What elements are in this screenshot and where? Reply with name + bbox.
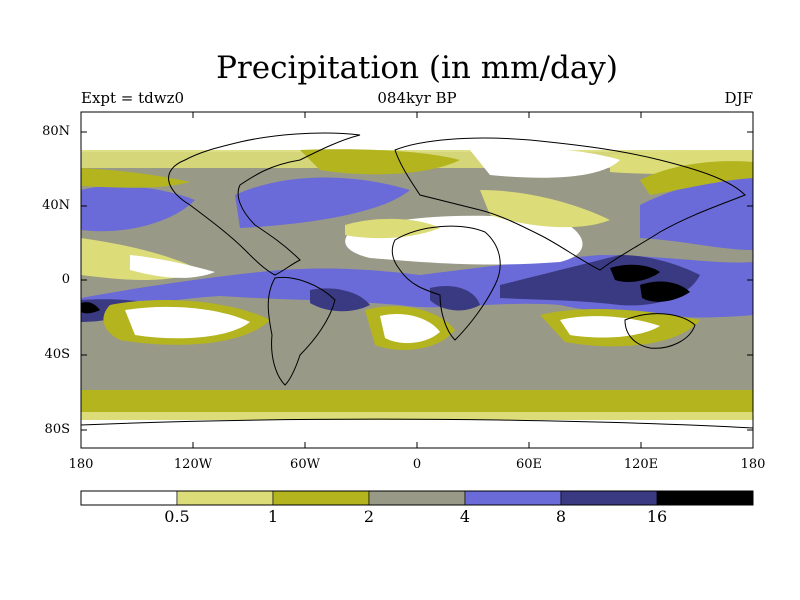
lat-label-0: 0	[61, 272, 70, 287]
colorbar-cell-3	[368, 490, 466, 506]
lon-label-60e: 60E	[515, 457, 543, 472]
chart-title: Precipitation (in mm/day)	[216, 50, 618, 86]
experiment-label: Expt = tdwz0	[81, 89, 185, 107]
season-label: DJF	[724, 89, 753, 107]
map-ticks	[81, 112, 753, 448]
colorbar-label: 0.5	[164, 507, 190, 526]
lon-label-120w: 120W	[173, 457, 213, 472]
precip-field	[81, 112, 753, 448]
lon-label-180w: 180	[68, 457, 94, 472]
lat-label-40s: 40S	[44, 347, 70, 362]
colorbar-label: 1	[267, 507, 279, 526]
period-label: 084kyr BP	[377, 89, 457, 107]
colorbar-label: 4	[459, 507, 471, 526]
colorbar-label: 16	[646, 507, 668, 526]
colorbar-cell-0	[80, 490, 178, 506]
colorbar-cell-4	[464, 490, 562, 506]
colorbar-label: 2	[363, 507, 375, 526]
colorbar-cell-6	[656, 490, 754, 506]
lat-label-40n: 40N	[42, 198, 70, 213]
colorbar-frame	[80, 490, 754, 506]
lon-label-60w: 60W	[290, 457, 320, 472]
colorbar-cell-1	[176, 490, 274, 506]
lon-label-0: 0	[412, 457, 422, 472]
lon-label-180e: 180	[740, 457, 766, 472]
coastlines	[81, 132, 753, 429]
colorbar-cell-2	[272, 490, 370, 506]
lat-label-80s: 80S	[44, 422, 70, 437]
lat-label-80n: 80N	[42, 124, 70, 139]
lon-label-120e: 120E	[623, 457, 659, 472]
colorbar-cell-5	[560, 490, 658, 506]
colorbar-label: 8	[555, 507, 567, 526]
